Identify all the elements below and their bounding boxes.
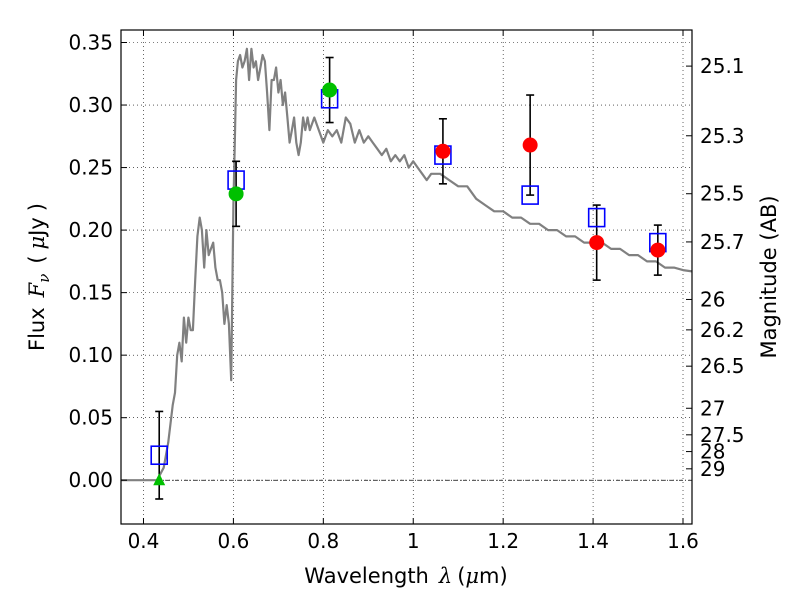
y-axis-symbol: F xyxy=(25,281,49,298)
y-axis-unit-text: Jy xyxy=(25,217,49,238)
y-tick-label: 0.05 xyxy=(68,406,113,430)
y-axis-unit-open: ( xyxy=(25,255,49,263)
right-tick-label: 25.1 xyxy=(700,54,745,78)
upper-limit-triangle xyxy=(153,473,166,486)
x-axis-label-text: Wavelength xyxy=(304,564,429,588)
right-tick-label: 25.7 xyxy=(700,230,745,254)
observed-flux-point xyxy=(322,82,338,98)
right-axis-label: Magnitude (AB) xyxy=(757,195,781,358)
y-tick-label: 0.30 xyxy=(68,93,113,117)
model-photometry-square xyxy=(521,185,539,205)
x-axis-unit-mu: μ xyxy=(465,564,479,588)
model-spectrum xyxy=(121,47,693,482)
y-tick-label: 0.20 xyxy=(68,218,113,242)
y-axis-label-text: Flux xyxy=(25,307,49,351)
x-tick-label: 0.4 xyxy=(128,529,160,553)
y-axis-unit-close: ) xyxy=(25,203,49,211)
observed-flux-point xyxy=(228,186,244,202)
right-tick-label: 27 xyxy=(700,396,725,420)
right-tick-label: 26 xyxy=(700,287,725,311)
x-tick-label: 0.8 xyxy=(307,529,339,553)
observed-flux-point xyxy=(522,137,538,153)
x-tick-label: 1 xyxy=(407,529,420,553)
y-axis-unit-mu: μ xyxy=(25,236,49,250)
right-tick-label: 25.3 xyxy=(700,124,745,148)
x-axis-unit-open: ( xyxy=(457,564,465,588)
x-tick-label: 1.2 xyxy=(487,529,519,553)
y-tick-label: 0.00 xyxy=(68,468,113,492)
x-axis-label: Wavelength λ (μm) xyxy=(304,564,507,588)
y-tick-label: 0.15 xyxy=(68,281,113,305)
y-tick-label: 0.25 xyxy=(68,156,113,180)
x-axis-symbol: λ xyxy=(438,564,452,588)
right-tick-label: 28 xyxy=(700,440,725,464)
y-axis-label: Flux Fν ( μJy) xyxy=(25,203,53,351)
model-photometry-square xyxy=(587,207,606,228)
observed-flux-point xyxy=(589,235,605,251)
y-axis-subscript: ν xyxy=(35,274,53,283)
grid xyxy=(121,30,692,524)
x-tick-label: 1.6 xyxy=(667,529,699,553)
right-tick-label: 25.5 xyxy=(700,182,745,206)
ticks: 0.4 0.6 0.8 1 1.2 1.4 1.6 0.00 0.05 0.10 0.15 0.20 0… xyxy=(68,30,745,553)
y-tick-label: 0.10 xyxy=(68,343,113,367)
y-tick-label: 0.35 xyxy=(68,31,113,55)
error-bars xyxy=(155,56,662,500)
x-tick-label: 0.6 xyxy=(217,529,249,553)
right-tick-label: 29 xyxy=(700,457,725,481)
observed-flux-point xyxy=(435,143,451,159)
model-photometry-square xyxy=(150,445,169,466)
plot-frame xyxy=(120,29,693,525)
data-markers xyxy=(150,82,667,486)
right-tick-label: 26.5 xyxy=(700,354,745,378)
x-tick-label: 1.4 xyxy=(577,529,609,553)
x-axis-unit-close: m) xyxy=(479,564,508,588)
right-tick-label: 26.2 xyxy=(700,318,745,342)
observed-flux-point xyxy=(650,242,666,258)
right-tick-label: 27.5 xyxy=(700,423,745,447)
model-spectrum-line xyxy=(121,47,693,482)
